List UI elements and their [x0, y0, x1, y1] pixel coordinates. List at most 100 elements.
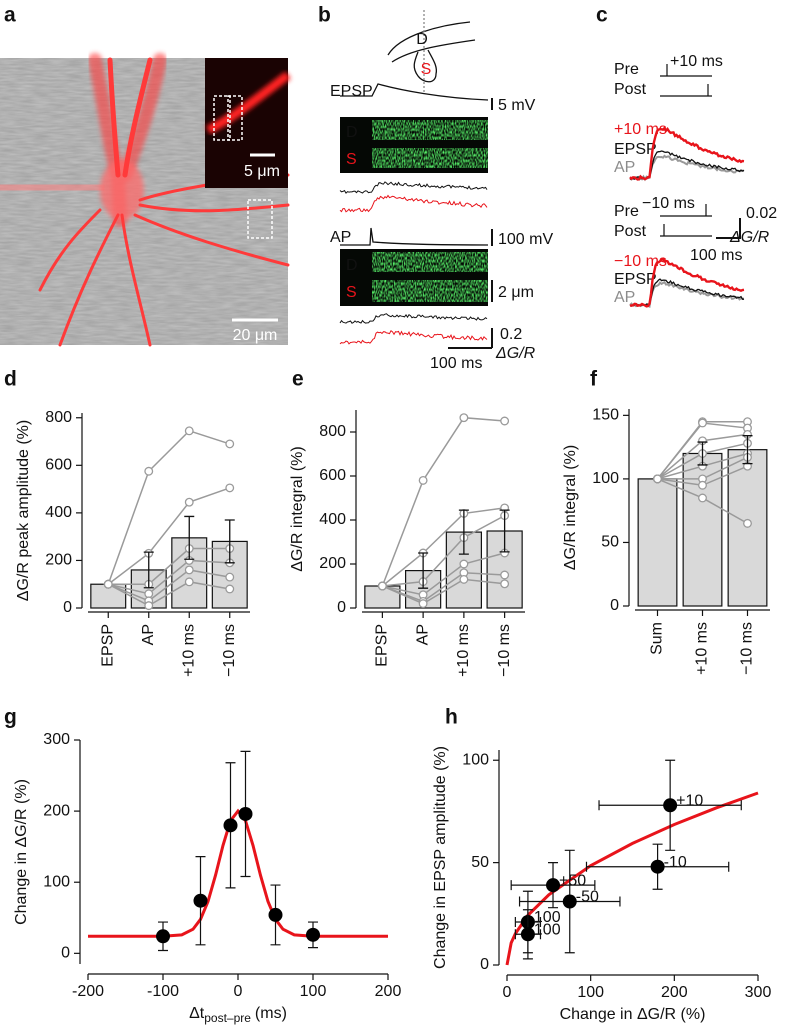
cell-line: [381, 416, 505, 587]
cell-line: [107, 569, 230, 602]
x-tick-label: 200: [375, 983, 402, 1000]
region-label: D: [346, 257, 358, 274]
y-axis-label: ΔG/R integral (%): [289, 446, 306, 571]
cell-point: [500, 579, 510, 589]
x-axis-label-main: Δt: [189, 1005, 205, 1022]
linescan-signal: [372, 280, 488, 302]
cell-point: [377, 581, 387, 591]
condition-label: EPSP: [614, 141, 657, 158]
x-axis-label-main: Change in ΔG/R (%): [560, 1006, 706, 1023]
point: [546, 878, 561, 893]
x-tick-label: −10 ms: [739, 622, 756, 675]
point-label: 100: [534, 909, 561, 926]
x-tick-label: 100: [577, 984, 604, 1001]
y-tick-label: 0: [337, 599, 346, 616]
cell-point: [144, 601, 154, 611]
y-tick-label: 600: [319, 467, 346, 484]
bar: [637, 478, 678, 607]
trace: [339, 329, 488, 345]
traces: [339, 181, 488, 345]
y-tick-label: 50: [601, 534, 619, 551]
x-tick-label: EPSP: [374, 624, 391, 667]
x-tick-label: −10 ms: [221, 624, 238, 677]
linescan-signal: [372, 148, 488, 168]
protocol: [660, 64, 712, 97]
cell-point: [184, 577, 194, 587]
error-bar: [458, 509, 469, 555]
cell-point: [225, 572, 235, 582]
x-tick-label: +10 ms: [455, 624, 472, 677]
cell-point: [184, 426, 194, 436]
condition-label: +10 ms: [614, 121, 667, 138]
cell-line: [382, 578, 505, 605]
error-bar: [224, 519, 235, 564]
y-axis-label: ΔG/R integral (%): [562, 445, 579, 570]
traces: [629, 126, 745, 309]
panel-label: c: [596, 4, 608, 27]
roi-box: [247, 199, 273, 239]
cell-line: [382, 572, 505, 603]
panel-label: b: [318, 4, 331, 27]
region-label: D: [346, 124, 358, 141]
panel-label: e: [292, 368, 304, 391]
panel-label: d: [4, 368, 17, 391]
cell-point: [500, 570, 510, 580]
y-tick-label: 600: [45, 457, 72, 474]
point: [223, 818, 238, 833]
protocol: [660, 204, 712, 237]
cell-point: [225, 439, 235, 449]
cell-line: [382, 514, 505, 587]
scale-label: ΔG/R: [495, 345, 536, 362]
y-tick-label: 0: [61, 945, 70, 962]
scale-label: 5 μm: [244, 163, 280, 180]
neuron: [0, 53, 290, 347]
trace: [629, 257, 745, 308]
trace-label: EPSP: [330, 83, 373, 100]
cell-point: [459, 413, 469, 423]
scale-label: 0.02: [746, 205, 777, 222]
panel-label: h: [445, 706, 458, 729]
cell-line: [108, 559, 230, 595]
cell-point: [144, 589, 154, 599]
cell-point: [418, 599, 428, 609]
schematic-label: D: [416, 31, 428, 48]
y-tick-label: 800: [319, 423, 346, 440]
condition-label: AP: [614, 159, 635, 176]
protocol-label: Pre: [614, 203, 639, 220]
point: [306, 927, 320, 942]
trace: [629, 126, 745, 181]
protocol-label: +10 ms: [670, 53, 723, 70]
cell-line: [108, 547, 230, 585]
x-tick-label: -100: [147, 983, 179, 1000]
point-label: +50: [559, 872, 586, 889]
roi-box: [227, 95, 243, 141]
cell-point: [144, 466, 154, 476]
x-tick-label: −10 ms: [496, 624, 513, 677]
cell-point: [459, 574, 469, 584]
linescan-signal: [372, 120, 488, 140]
fit-curve: [88, 808, 388, 938]
error-bar: [184, 515, 195, 560]
y-axis-label: ΔG/R peak amplitude (%): [15, 420, 32, 601]
panel-label: f: [590, 368, 598, 391]
cell-point: [184, 497, 194, 507]
scale-label: 20 μm: [233, 327, 278, 344]
cell-line: [381, 507, 505, 587]
condition-label: AP: [614, 289, 635, 306]
protocol-label: Post: [614, 81, 647, 98]
scale-label: 2 μm: [498, 284, 534, 301]
point-label: -50: [576, 889, 599, 906]
scale-bar: [716, 218, 741, 239]
schematic-label: S: [421, 61, 432, 78]
trace-label: AP: [330, 229, 351, 246]
y-tick-label: 100: [462, 751, 489, 768]
y-tick-label: 0: [480, 956, 489, 973]
y-tick-label: 200: [319, 555, 346, 572]
y-tick-label: 200: [45, 552, 72, 569]
point: [238, 806, 253, 821]
y-tick-label: 0: [63, 599, 72, 616]
x-tick-label: AP: [140, 624, 157, 645]
y-axis-label: Change in EPSP amplitude (%): [432, 746, 449, 969]
scale-label: 100 ms: [430, 355, 482, 372]
protocol-label: Pre: [614, 61, 639, 78]
